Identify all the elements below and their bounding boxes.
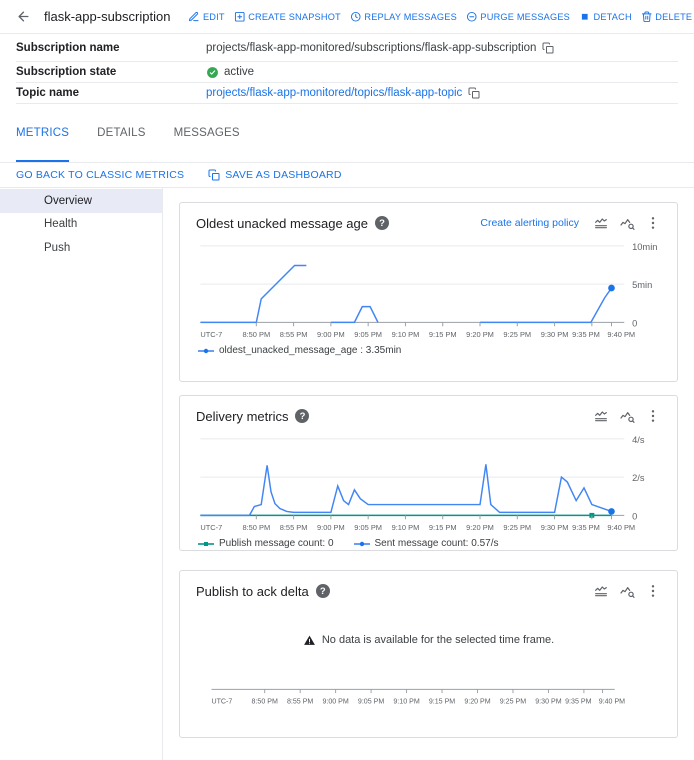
svg-text:0: 0 xyxy=(632,511,637,521)
svg-text:8:50 PM: 8:50 PM xyxy=(252,697,278,705)
svg-text:UTC-7: UTC-7 xyxy=(200,330,222,339)
svg-text:9:10 PM: 9:10 PM xyxy=(392,330,420,339)
svg-text:9:15 PM: 9:15 PM xyxy=(429,523,457,532)
svg-text:UTC-7: UTC-7 xyxy=(200,523,222,532)
svg-text:9:35 PM: 9:35 PM xyxy=(572,330,600,339)
svg-text:9:00 PM: 9:00 PM xyxy=(322,697,348,705)
svg-text:9:20 PM: 9:20 PM xyxy=(466,523,494,532)
svg-text:9:35 PM: 9:35 PM xyxy=(572,523,600,532)
svg-text:9:30 PM: 9:30 PM xyxy=(541,330,569,339)
svg-text:9:25 PM: 9:25 PM xyxy=(503,523,531,532)
svg-text:9:35 PM: 9:35 PM xyxy=(565,697,591,705)
svg-text:10min: 10min xyxy=(632,242,657,252)
svg-text:UTC-7: UTC-7 xyxy=(212,697,233,705)
svg-text:8:55 PM: 8:55 PM xyxy=(280,523,308,532)
svg-text:9:40 PM: 9:40 PM xyxy=(599,697,625,705)
svg-text:9:05 PM: 9:05 PM xyxy=(354,330,382,339)
svg-text:9:40 PM: 9:40 PM xyxy=(607,330,635,339)
svg-text:9:00 PM: 9:00 PM xyxy=(317,523,345,532)
svg-text:9:40 PM: 9:40 PM xyxy=(607,523,635,532)
svg-text:9:00 PM: 9:00 PM xyxy=(317,330,345,339)
svg-text:5min: 5min xyxy=(632,280,652,290)
svg-text:9:15 PM: 9:15 PM xyxy=(429,697,455,705)
svg-text:4/s: 4/s xyxy=(632,435,645,445)
svg-text:9:25 PM: 9:25 PM xyxy=(500,697,526,705)
svg-text:9:25 PM: 9:25 PM xyxy=(503,330,531,339)
svg-text:9:20 PM: 9:20 PM xyxy=(464,697,490,705)
svg-text:9:20 PM: 9:20 PM xyxy=(466,330,494,339)
svg-text:9:10 PM: 9:10 PM xyxy=(392,523,420,532)
svg-text:9:30 PM: 9:30 PM xyxy=(541,523,569,532)
svg-text:8:55 PM: 8:55 PM xyxy=(287,697,313,705)
svg-text:8:50 PM: 8:50 PM xyxy=(242,330,270,339)
svg-text:2/s: 2/s xyxy=(632,473,645,483)
svg-text:9:30 PM: 9:30 PM xyxy=(535,697,561,705)
svg-text:8:50 PM: 8:50 PM xyxy=(242,523,270,532)
svg-text:9:05 PM: 9:05 PM xyxy=(358,697,384,705)
svg-text:9:10 PM: 9:10 PM xyxy=(393,697,419,705)
svg-text:8:55 PM: 8:55 PM xyxy=(280,330,308,339)
svg-text:9:15 PM: 9:15 PM xyxy=(429,330,457,339)
svg-text:9:05 PM: 9:05 PM xyxy=(354,523,382,532)
svg-text:0: 0 xyxy=(632,318,637,328)
